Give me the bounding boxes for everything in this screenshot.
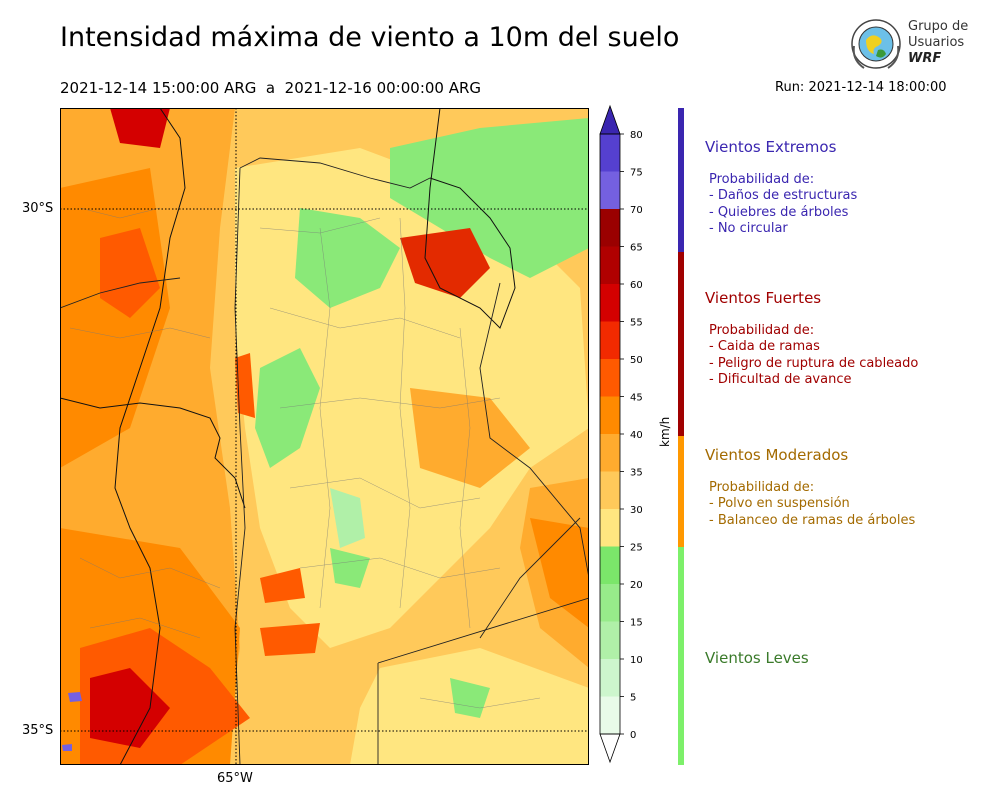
colorbar-bin <box>600 171 620 209</box>
wind-zone-extreme <box>68 692 82 702</box>
lat-label-30s: 30°S <box>22 201 54 216</box>
colorbar-bin <box>600 246 620 284</box>
country-borders <box>60 108 516 765</box>
department-borders <box>69 207 541 709</box>
colorbar-tick-label: 55 <box>630 318 643 329</box>
colorbar-tick-label: 0 <box>630 730 636 741</box>
logo-line-3: WRF <box>908 51 942 66</box>
category-description: Probabilidad de: - Daños de estructuras … <box>705 172 857 237</box>
colorbar-tick-label: 40 <box>630 430 643 441</box>
category-description: Probabilidad de: - Polvo en suspensión -… <box>705 480 915 529</box>
colorbar-bin <box>600 621 620 659</box>
wind-zone-strong <box>260 623 320 656</box>
category-moderate: Vientos Moderados Probabilidad de: - Pol… <box>705 446 915 529</box>
wind-zone-strong <box>400 228 490 298</box>
wind-zone-moderate-high <box>530 518 589 628</box>
colorbar-bin <box>600 134 620 172</box>
colorbar-tick-label: 50 <box>630 355 643 366</box>
description-line: - Dificultad de avance <box>709 371 852 387</box>
colorbar-tick-label: 10 <box>630 655 643 666</box>
wind-zone-light <box>330 488 365 548</box>
wrf-logo: Grupo de Usuarios WRF <box>848 16 973 76</box>
category-title: Vientos Leves <box>705 649 809 667</box>
wind-zone-light <box>255 348 320 468</box>
colorbar-bin <box>600 284 620 322</box>
wind-zone-light <box>330 548 370 588</box>
category-light: Vientos Leves <box>705 649 809 667</box>
colorbar-bin <box>600 321 620 359</box>
category-bar-moderate <box>678 436 684 547</box>
wrf-globe-icon <box>851 19 901 69</box>
colorbar-bin <box>600 659 620 697</box>
colorbar-tick-label: 15 <box>630 618 643 629</box>
colorbar-bin <box>600 584 620 622</box>
category-title: Vientos Extremos <box>705 138 837 156</box>
colorbar-tick-label: 25 <box>630 543 643 554</box>
description-line: - Caida de ramas <box>709 339 820 355</box>
colorbar-tick-label: 5 <box>630 693 636 704</box>
colorbar-tick-label: 35 <box>630 468 643 479</box>
category-extreme: Vientos Extremos Probabilidad de: - Daño… <box>705 138 857 237</box>
colorbar-tick-label: 20 <box>630 580 643 591</box>
colorbar-tick-label: 75 <box>630 168 643 179</box>
lat-label-35s: 35°S <box>22 723 54 738</box>
category-bar-extreme <box>678 108 684 252</box>
description-line: - Balanceo de ramas de árboles <box>709 512 916 528</box>
description-line: - Daños de estructuras <box>709 188 858 204</box>
wind-zone-strong <box>260 568 305 603</box>
wind-map <box>60 108 589 765</box>
colorbar-extend-max <box>599 104 621 135</box>
category-strong: Vientos Fuertes Probabilidad de: - Caida… <box>705 289 918 388</box>
colorbar-tick-label: 45 <box>630 393 643 404</box>
colorbar-bin <box>600 696 620 734</box>
wind-zone-light <box>295 208 400 308</box>
description-line: Probabilidad de: <box>709 323 815 338</box>
forecast-period: 2021-12-14 15:00:00 ARG a 2021-12-16 00:… <box>60 79 482 97</box>
colorbar: 0 5 10 15 20 25 30 35 40 45 50 55 60 65 70 75 80 <box>599 104 643 764</box>
map-frame <box>60 108 589 765</box>
run-timestamp: Run: 2021-12-14 18:00:00 <box>775 80 947 95</box>
description-line: - Peligro de ruptura de cableado <box>709 355 919 371</box>
colorbar-bin <box>600 396 620 434</box>
category-bar-strong <box>678 252 684 436</box>
category-description: Probabilidad de: - Caida de ramas - Peli… <box>705 323 918 388</box>
category-title: Vientos Fuertes <box>705 289 822 307</box>
colorbar-bin <box>600 434 620 472</box>
wind-zone-strong <box>100 228 160 318</box>
colorbar-tick-label: 30 <box>630 505 643 516</box>
wind-zone-strong <box>90 668 170 748</box>
logo-line-2: Usuarios <box>908 35 965 50</box>
colorbar-bin <box>600 359 620 397</box>
description-line: - Quiebres de árboles <box>709 204 849 220</box>
wind-zone-light <box>390 118 589 278</box>
wind-zone-extreme <box>62 744 72 751</box>
category-title: Vientos Moderados <box>705 446 849 464</box>
logo-line-1: Grupo de <box>908 19 969 34</box>
wind-zone-moderate-high <box>410 388 530 488</box>
colorbar-bin <box>600 546 620 584</box>
colorbar-extend-min <box>599 733 621 764</box>
description-line: - No circular <box>709 220 788 236</box>
colorbar-bin <box>600 509 620 547</box>
wind-zone-strong <box>235 353 255 418</box>
colorbar-tick-label: 70 <box>630 205 643 216</box>
colorbar-tick-label: 60 <box>630 280 643 291</box>
page-title: Intensidad máxima de viento a 10m del su… <box>60 22 680 53</box>
colorbar-unit: km/h <box>658 416 672 447</box>
colorbar-tick-label: 80 <box>630 130 643 141</box>
wind-zone-strong <box>110 108 170 148</box>
colorbar-bin <box>600 471 620 509</box>
description-line: Probabilidad de: <box>709 480 815 495</box>
colorbar-tick-label: 65 <box>630 243 643 254</box>
category-bar-light <box>678 547 684 765</box>
colorbar-bin <box>600 209 620 247</box>
description-line: - Polvo en suspensión <box>709 496 850 512</box>
lon-label-65w: 65°W <box>217 771 253 786</box>
description-line: Probabilidad de: <box>709 172 815 187</box>
